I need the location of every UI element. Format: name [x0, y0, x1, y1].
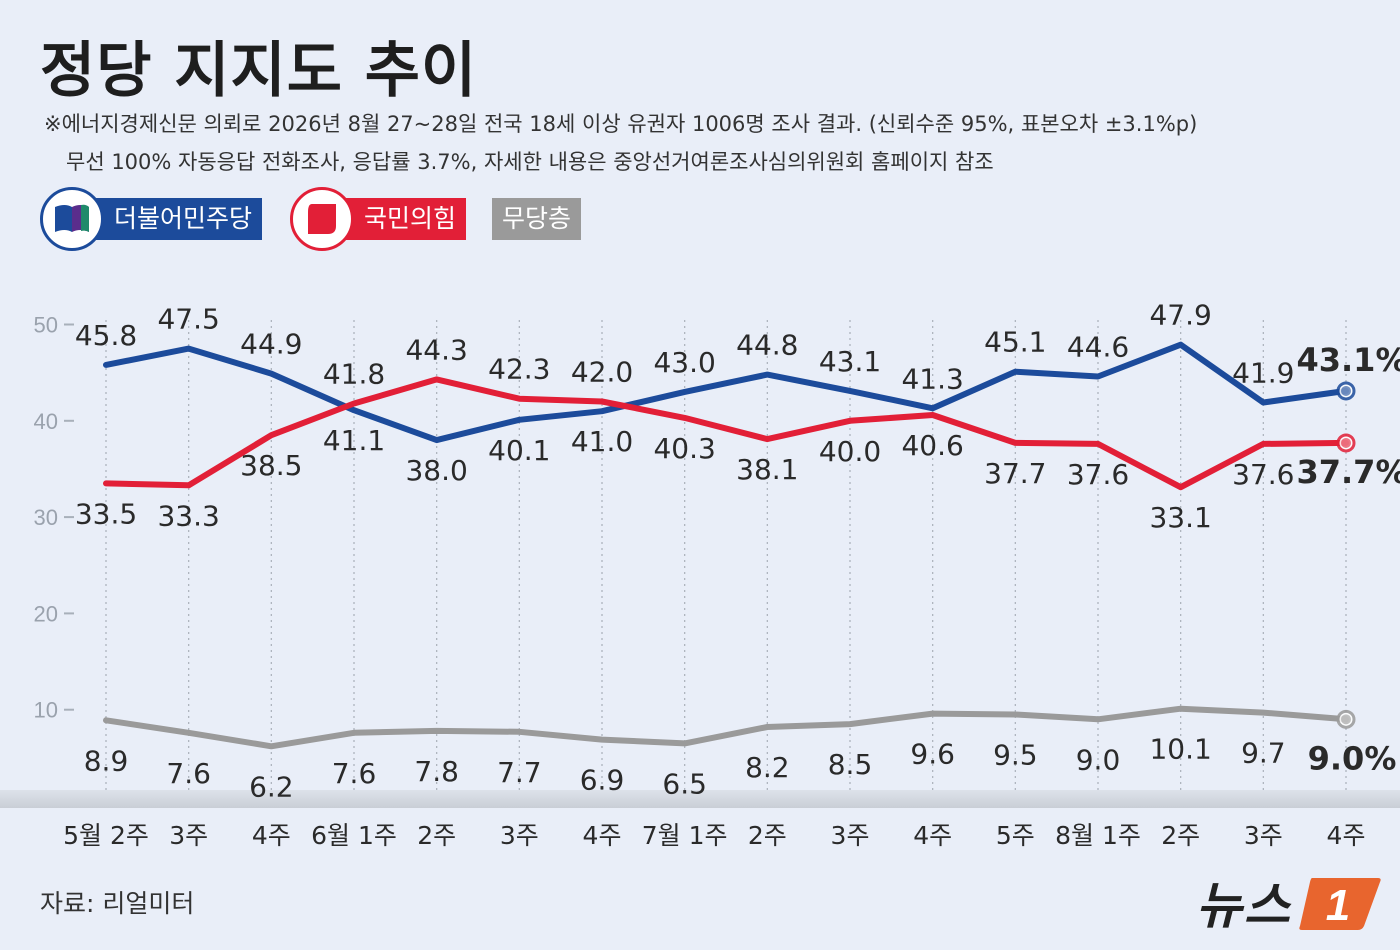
data-label-dem: 47.5	[157, 303, 219, 336]
data-label-ind: 9.0	[1076, 743, 1121, 776]
x-tick-label: 6월 1주	[311, 821, 397, 850]
x-tick-label: 4주	[583, 821, 622, 850]
data-label-ind: 8.2	[745, 751, 790, 784]
data-label-ind: 10.1	[1149, 733, 1211, 766]
logo-text: 뉴스	[1196, 877, 1292, 935]
data-label-ppp: 37.6	[1232, 458, 1294, 491]
logo-mark-text: 1	[1326, 881, 1350, 930]
data-label-ppp: 38.5	[240, 449, 302, 482]
data-label-ind: 9.5	[993, 739, 1038, 772]
data-label-ppp: 44.3	[405, 333, 467, 366]
series-line-dem	[103, 341, 1349, 444]
data-label-ind: 7.7	[497, 756, 542, 789]
y-tick-label: 40	[34, 409, 58, 434]
data-label-ind: 8.9	[84, 744, 129, 777]
chart-title: 정당 지지도 추이	[40, 36, 478, 106]
data-label-ppp: 40.3	[653, 432, 715, 465]
x-tick-label: 3주	[500, 821, 539, 850]
data-label-ppp: 37.7%	[1296, 453, 1400, 491]
data-label-ppp: 38.1	[736, 453, 798, 486]
x-tick-label: 2주	[748, 821, 787, 850]
series-line-ppp	[103, 376, 1349, 491]
data-label-ind: 6.5	[662, 767, 707, 800]
data-label-dem: 40.1	[488, 434, 550, 467]
data-label-dem: 45.8	[75, 319, 137, 352]
axis-band	[0, 790, 1400, 808]
data-label-dem: 44.6	[1067, 331, 1129, 364]
series-line-ind	[103, 705, 1349, 750]
data-label-ind: 7.6	[166, 757, 211, 790]
legend-item-ind: 무당층	[492, 196, 582, 242]
end-marker-dot-ind	[1341, 714, 1351, 725]
x-tick-label: 3주	[169, 821, 208, 850]
x-tick-label: 3주	[1244, 821, 1283, 850]
data-label-ppp: 40.6	[901, 429, 963, 462]
data-label-ppp: 42.0	[571, 356, 633, 389]
data-label-dem: 44.9	[240, 328, 302, 361]
y-tick-label: 10	[34, 698, 58, 723]
end-marker-dot-ppp	[1341, 437, 1351, 448]
x-tick-label: 8월 1주	[1055, 821, 1141, 850]
data-label-dem: 47.9	[1149, 299, 1211, 332]
data-label-ind: 6.9	[580, 764, 625, 797]
legend-label-dem: 더불어민주당	[96, 198, 263, 240]
x-tick-label: 3주	[831, 821, 870, 850]
legend-label-ppp: 국민의힘	[346, 198, 467, 240]
data-label-dem: 41.0	[571, 425, 633, 458]
data-label-ppp: 41.8	[323, 357, 385, 390]
data-label-ind: 9.0%	[1308, 739, 1397, 777]
legend-label-ind: 무당층	[492, 198, 582, 240]
y-tick-label: 20	[34, 601, 58, 626]
data-label-dem: 43.1%	[1296, 341, 1400, 379]
x-tick-label: 5주	[996, 821, 1035, 850]
x-tick-label: 4주	[1327, 821, 1366, 850]
data-label-dem: 38.0	[405, 454, 467, 487]
data-label-dem: 45.1	[984, 326, 1046, 359]
x-tick-label: 7월 1주	[642, 821, 728, 850]
x-tick-label: 4주	[913, 821, 952, 850]
data-label-ppp: 37.6	[1067, 458, 1129, 491]
data-label-ind: 8.5	[828, 748, 873, 781]
data-label-dem: 41.3	[901, 362, 963, 395]
x-tick-label: 2주	[417, 821, 456, 850]
data-label-dem: 41.9	[1232, 357, 1294, 390]
legend-item-dem: 더불어민주당	[40, 187, 263, 251]
y-tick-label: 30	[34, 505, 58, 530]
survey-note-line2: 무선 100% 자동응답 전화조사, 응답률 3.7%, 자세한 내용은 중앙선…	[66, 150, 994, 174]
news1-logo-mark-icon: 1	[1299, 878, 1381, 930]
data-label-ppp: 40.0	[819, 435, 881, 468]
end-marker-dot-dem	[1341, 385, 1351, 396]
data-label-ppp: 33.1	[1149, 501, 1211, 534]
data-label-dem: 43.0	[653, 346, 715, 379]
peoples-power-party-logo-icon	[290, 187, 354, 251]
data-label-ind: 9.6	[910, 738, 955, 771]
democratic-party-logo-icon	[40, 187, 104, 251]
x-tick-label: 5월 2주	[63, 821, 149, 850]
data-label-ppp: 33.3	[157, 499, 219, 532]
data-label-ppp: 33.5	[75, 497, 137, 530]
data-label-ind: 6.2	[249, 770, 294, 803]
survey-note-line1: ※에너지경제신문 의뢰로 2026년 8월 27~28일 전국 18세 이상 유…	[44, 112, 1198, 136]
data-label-dem: 44.8	[736, 329, 798, 362]
source-note: 자료: 리얼미터	[40, 889, 195, 918]
x-tick-label: 2주	[1161, 821, 1200, 850]
data-label-dem: 41.1	[323, 424, 385, 457]
legend-item-ppp: 국민의힘	[290, 187, 467, 251]
x-tick-label: 4주	[252, 821, 291, 850]
y-tick-label: 50	[34, 313, 58, 338]
data-label-ppp: 42.3	[488, 353, 550, 386]
data-label-ind: 7.6	[332, 757, 377, 790]
news1-logo: 뉴스 1	[1196, 866, 1382, 938]
data-label-ppp: 37.7	[984, 457, 1046, 490]
data-label-ind: 7.8	[414, 755, 459, 788]
data-label-ind: 9.7	[1241, 737, 1286, 770]
data-label-dem: 43.1	[819, 345, 881, 378]
